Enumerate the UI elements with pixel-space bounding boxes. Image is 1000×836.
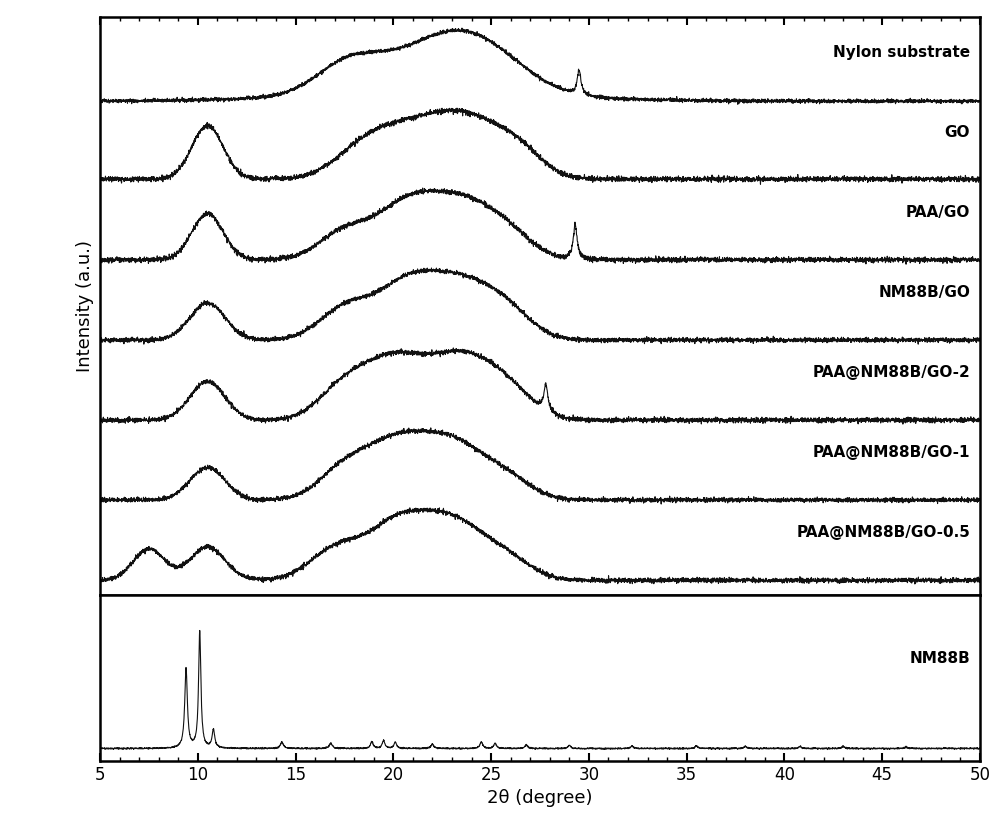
Text: PAA/GO: PAA/GO: [906, 205, 970, 220]
Y-axis label: Intensity (a.u.): Intensity (a.u.): [76, 240, 94, 372]
Text: Nylon substrate: Nylon substrate: [833, 45, 970, 60]
Text: GO: GO: [945, 125, 970, 140]
X-axis label: 2θ (degree): 2θ (degree): [487, 789, 593, 808]
Text: NM88B: NM88B: [909, 651, 970, 666]
Text: NM88B/GO: NM88B/GO: [878, 285, 970, 300]
Text: PAA@NM88B/GO-1: PAA@NM88B/GO-1: [813, 445, 970, 460]
Text: PAA@NM88B/GO-2: PAA@NM88B/GO-2: [812, 364, 970, 380]
Text: PAA@NM88B/GO-0.5: PAA@NM88B/GO-0.5: [796, 525, 970, 540]
